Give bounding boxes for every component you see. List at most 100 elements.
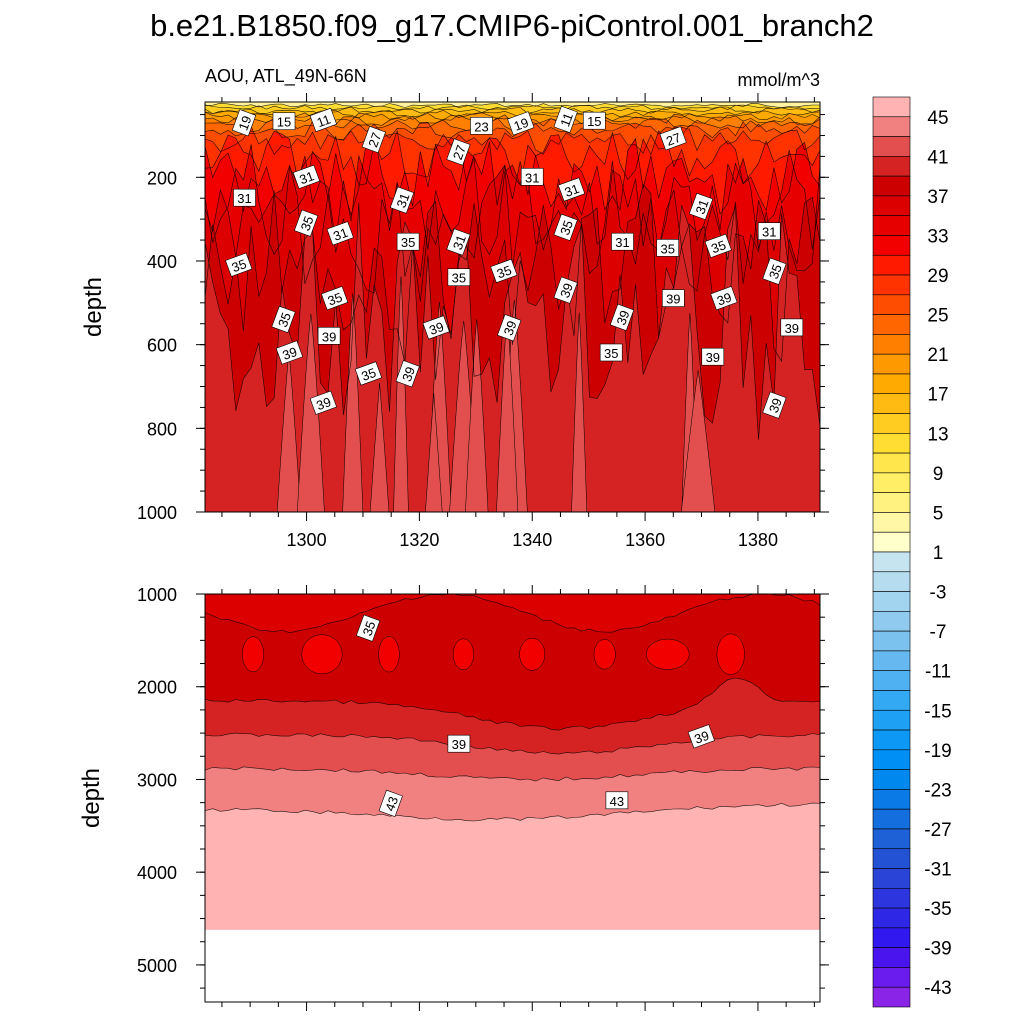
contour-label-text: 43: [610, 794, 624, 809]
contour-line-41: [205, 766, 820, 782]
contour-label-text: 35: [557, 218, 576, 237]
contour-label-text: 35: [326, 290, 345, 309]
contour-label-text: 39: [322, 329, 336, 344]
colorbar-swatch: [872, 571, 911, 592]
colorbar-label: -19: [924, 741, 951, 762]
contour-label-text: 39: [557, 281, 576, 300]
colorbar-swatch: [872, 116, 911, 137]
contour-label: 39: [661, 289, 685, 307]
contour-label: 15: [582, 111, 606, 130]
y-tick-label: 1000: [137, 585, 177, 605]
colorbar-swatch: [872, 136, 911, 157]
colorbar-swatch: [872, 967, 911, 988]
aou-plume-41: [465, 319, 489, 512]
colorbar-label: 29: [927, 266, 948, 287]
contour-label-text: 31: [563, 181, 582, 200]
contour-label-text: 35: [452, 271, 466, 286]
y-tick-label: 200: [147, 168, 177, 188]
colorbar-label: -3: [930, 583, 947, 604]
y-tick-label: 4000: [137, 863, 177, 883]
contour-line-23: [205, 120, 820, 141]
contour-label: 35: [599, 343, 623, 362]
colorbar-label: -35: [924, 899, 951, 920]
colorbar-label: 41: [927, 147, 948, 168]
colorbar-swatch: [872, 393, 911, 414]
contour-label-text: 31: [237, 191, 251, 206]
colorbar-swatch: [872, 156, 911, 177]
colorbar-label: 45: [927, 108, 948, 129]
contour-label: 11: [309, 107, 337, 133]
contour-label-text: 35: [709, 237, 728, 256]
colorbar-swatch: [872, 690, 911, 711]
contour-label-text: 35: [401, 235, 415, 250]
colorbar-label: 17: [927, 385, 948, 406]
contour-label-text: 39: [766, 396, 785, 415]
colorbar-swatch: [872, 887, 911, 909]
contour-label: 39: [780, 318, 804, 337]
contour-label: 35: [271, 305, 296, 334]
contour-line-37: [205, 677, 820, 731]
contour-line-25: [205, 125, 820, 155]
colorbar-label: -7: [930, 622, 947, 643]
contour-line-39: [205, 732, 820, 755]
contour-label: 27: [446, 138, 471, 166]
contour-label: 31: [326, 221, 354, 246]
contour-label: 35: [762, 257, 787, 285]
colorbar-swatch: [872, 472, 911, 493]
contour-label-text: 39: [785, 321, 799, 336]
aou-patch-33: [242, 636, 264, 673]
colorbar-swatch: [872, 749, 911, 770]
contour-label: 39: [447, 734, 471, 753]
contour-label-text: 19: [235, 114, 254, 133]
colorbar-label: 33: [927, 227, 948, 248]
aou-plume-41: [393, 276, 409, 512]
aou-patch-33: [519, 637, 546, 671]
contour-label-text: 23: [474, 119, 488, 134]
contour-label: 31: [292, 164, 321, 189]
contour-label: 31: [233, 188, 256, 207]
contour-label: 35: [293, 209, 319, 237]
colorbar-label: -43: [924, 978, 951, 999]
aou-patch-33: [301, 634, 343, 675]
contour-label-text: 35: [360, 619, 379, 638]
y-tick-label: 2000: [137, 678, 177, 698]
contour-label: 35: [396, 232, 420, 251]
contour-line-35: [205, 594, 820, 634]
colorbar-swatch: [872, 373, 911, 395]
colorbar-label: 13: [927, 424, 948, 445]
contour-label: 31: [389, 186, 415, 214]
contour-label: 35: [447, 268, 471, 287]
contour-label: 27: [659, 126, 687, 151]
contour-label-text: 39: [280, 344, 299, 363]
contour-label-text: 31: [297, 168, 316, 187]
colorbar-label: -27: [924, 820, 951, 841]
contour-line-29: [205, 133, 820, 216]
contour-label: 23: [470, 117, 493, 135]
contour-label-text: 39: [452, 737, 466, 752]
contour-label: 15: [272, 112, 296, 130]
lower-panel-frame: [204, 593, 821, 1003]
contour-label-text: 35: [660, 241, 674, 256]
contour-label-text: 35: [275, 310, 294, 329]
aou-plume-41: [369, 383, 390, 512]
contour-label-text: 39: [666, 292, 680, 307]
colorbar-swatch: [872, 611, 911, 632]
contour-label-text: 39: [427, 319, 446, 338]
contour-label-text: 15: [277, 115, 291, 130]
chart-title: b.e21.B1850.f09_g17.CMIP6-piControl.001_…: [150, 8, 874, 43]
colorbar-swatch: [872, 294, 911, 315]
contour-line-21: [205, 117, 820, 133]
contour-label-text: 39: [715, 290, 734, 309]
y-tick-label: 5000: [137, 956, 177, 976]
units-label: mmol/m^3: [738, 70, 820, 90]
colorbar-swatch: [872, 670, 911, 691]
x-tick-label: 1300: [287, 530, 327, 550]
colorbar-swatch: [872, 729, 911, 751]
contour-line-37: [205, 202, 820, 440]
aou-patch-33: [646, 638, 690, 670]
colorbar-swatch: [872, 274, 911, 296]
contour-label: 31: [557, 177, 586, 202]
colorbar-swatch: [872, 848, 911, 869]
colorbar-swatch: [872, 353, 911, 375]
